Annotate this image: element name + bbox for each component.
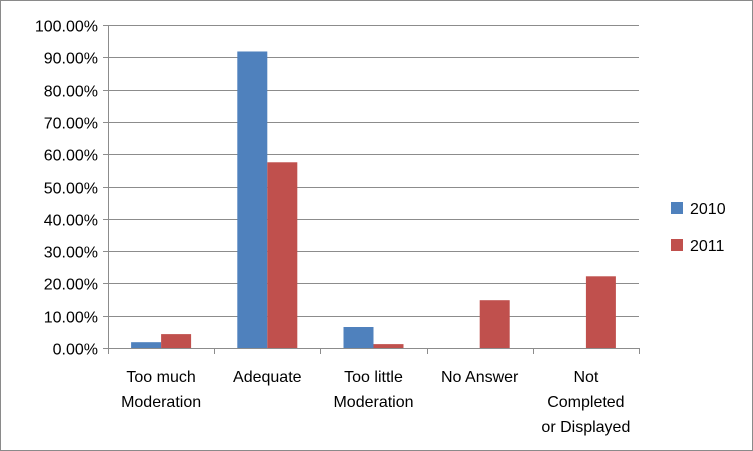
y-tick-label: 0.00% [53,342,98,359]
x-category-label: Too much Moderation [121,369,201,411]
y-tick-label: 70.00% [44,116,98,133]
y-tick-label: 20.00% [44,277,98,294]
y-tick-label: 80.00% [44,84,98,101]
legend-label-2011: 2011 [690,238,725,255]
y-tick-label: 60.00% [44,148,98,165]
bar-2011-3 [479,300,510,348]
x-category-label: Too little Moderation [333,369,413,411]
x-axis-labels: Too much Moderation Adequate Too little Mode… [121,369,630,436]
y-tick-label: 50.00% [44,181,98,198]
y-tick-label: 10.00% [44,310,98,327]
bar-2011-4 [585,276,616,348]
x-category-label: Adequate [233,369,302,386]
bar-2011-2 [373,344,404,348]
bar-2010-2 [343,327,374,348]
legend-swatch-2011 [671,239,683,251]
axes [103,25,640,354]
legend: 2010 2011 [671,201,726,255]
bars [131,51,616,349]
x-category-label: Not Completed or Displayed [541,369,630,436]
y-tick-label: 40.00% [44,213,98,230]
x-category-label: No Answer [441,369,519,386]
legend-swatch-2010 [671,202,683,214]
gridlines [108,25,639,317]
y-axis-ticks: 0.00% 10.00% 20.00% 30.00% 40.00% 50.00% 60.00… [35,19,98,359]
bar-2010-1 [237,51,268,349]
y-tick-label: 90.00% [44,51,98,68]
y-tick-label: 100.00% [35,19,98,36]
y-tick-label: 30.00% [44,245,98,262]
bar-2011-0 [161,334,192,348]
bar-2011-1 [267,162,298,348]
bar-2010-0 [131,342,162,348]
legend-label-2010: 2010 [690,201,726,218]
